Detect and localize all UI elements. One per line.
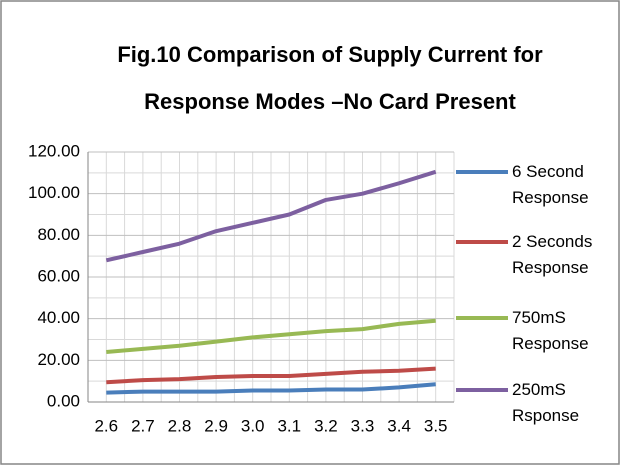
legend-label: 6 Second Response (512, 162, 589, 207)
y-tick-label: 20.00 (37, 350, 80, 369)
series-line (106, 366, 436, 385)
x-tick-label: 3.0 (241, 416, 265, 435)
legend-label: 250mS Rsponse (512, 380, 580, 425)
legend-label: 2 Seconds Response (512, 232, 593, 277)
x-tick-label: 2.9 (204, 416, 228, 435)
x-tick-label: 3.2 (314, 416, 338, 435)
x-tick-label: 3.5 (424, 416, 448, 435)
series-line (106, 382, 436, 395)
chart-subtitle: Response Modes –No Card Present (144, 89, 516, 114)
x-tick-label: 2.7 (131, 416, 155, 435)
y-tick-label: 60.00 (37, 266, 80, 285)
y-tick-label: 100.00 (28, 183, 80, 202)
chart-title: Fig.10 Comparison of Supply Current for (117, 42, 543, 67)
x-tick-label: 3.1 (277, 416, 301, 435)
x-tick-label: 3.3 (351, 416, 375, 435)
series-line (106, 318, 436, 354)
x-tick-label: 3.4 (387, 416, 411, 435)
x-tick-label: 2.8 (168, 416, 192, 435)
y-tick-label: 80.00 (37, 225, 80, 244)
y-tick-label: 40.00 (37, 308, 80, 327)
legend-label: 750mS Response (512, 308, 589, 353)
y-tick-label: 0.00 (47, 391, 80, 410)
y-tick-label: 120.00 (28, 141, 80, 160)
x-tick-label: 2.6 (94, 416, 118, 435)
series-line (105, 169, 437, 263)
